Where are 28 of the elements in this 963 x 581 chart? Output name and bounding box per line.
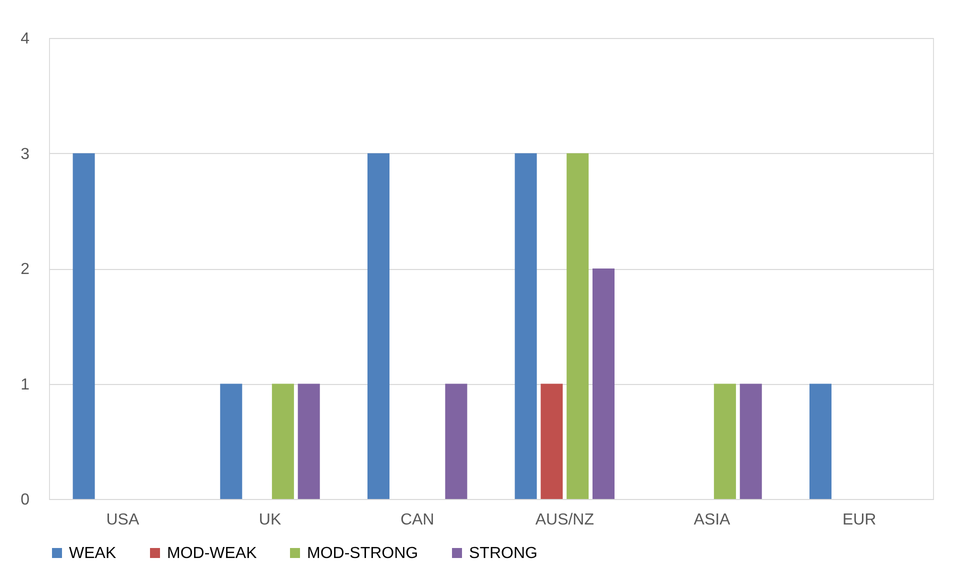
x-tick-label: EUR xyxy=(842,512,876,528)
x-tick-label: USA xyxy=(106,512,140,528)
x-tick-label: CAN xyxy=(400,512,434,528)
bar xyxy=(566,153,589,499)
bar xyxy=(809,384,832,499)
y-tick-label: 3 xyxy=(20,146,30,163)
y-tick-label: 4 xyxy=(20,30,30,48)
bar xyxy=(714,384,736,499)
bar xyxy=(298,384,320,499)
legend-label: STRONG xyxy=(469,545,538,562)
legend-label: WEAK xyxy=(69,545,116,562)
bar xyxy=(740,384,762,499)
bar xyxy=(72,153,95,499)
bar xyxy=(367,153,390,499)
bar xyxy=(592,268,615,499)
y-tick-label: 1 xyxy=(20,376,30,394)
legend-label: MOD-STRONG xyxy=(307,545,418,562)
legend-label: MOD-WEAK xyxy=(167,545,258,562)
x-tick-label: ASIA xyxy=(694,512,731,528)
y-tick-label: 2 xyxy=(20,261,30,278)
bar xyxy=(445,384,468,499)
bar xyxy=(220,384,242,499)
bar xyxy=(272,384,294,499)
bar xyxy=(540,384,563,499)
y-tick-label: 0 xyxy=(20,492,30,508)
x-tick-label: AUS/NZ xyxy=(535,512,594,528)
x-tick-label: UK xyxy=(258,512,282,528)
bar xyxy=(514,153,537,499)
